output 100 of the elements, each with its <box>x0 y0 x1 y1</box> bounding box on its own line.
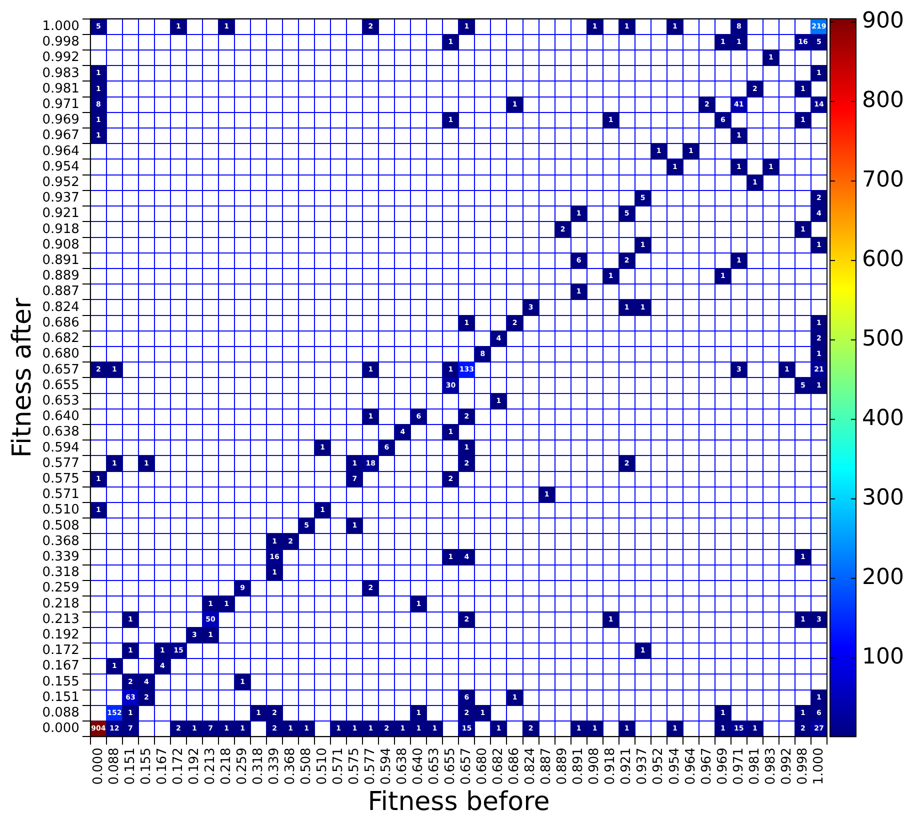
y-tick-label: 0.891 <box>42 253 80 268</box>
color-bar-label: 400 <box>862 406 904 432</box>
x-tick-label: 0.954 <box>667 748 682 785</box>
x-tick-label: 0.952 <box>651 748 666 785</box>
x-tick-label: 1.000 <box>811 748 826 785</box>
y-tick-label: 0.655 <box>42 378 80 393</box>
y-tick-label: 0.971 <box>42 96 80 112</box>
color-bar-label: 300 <box>862 486 904 511</box>
y-tick-label: 0.339 <box>42 550 80 565</box>
x-tick-label: 0.172 <box>170 748 186 785</box>
color-bar-label: 600 <box>862 247 904 272</box>
y-tick-label: 0.682 <box>42 331 80 346</box>
y-tick-label: 0.571 <box>42 487 80 502</box>
color-bar-label: 500 <box>862 326 904 352</box>
y-tick-label: 0.969 <box>42 112 80 128</box>
x-tick-label: 0.088 <box>106 748 122 785</box>
y-tick-label: 0.937 <box>42 190 80 206</box>
y-tick-label: 0.889 <box>42 268 80 284</box>
x-tick-label: 0.680 <box>475 748 490 785</box>
x-tick-label: 0.259 <box>234 748 250 785</box>
x-tick-label: 0.992 <box>779 748 794 785</box>
y-tick-label: 0.000 <box>42 721 80 736</box>
y-tick-label: 0.577 <box>42 456 80 471</box>
y-tick-label: 0.657 <box>42 362 80 378</box>
x-tick-label: 0.510 <box>314 748 330 785</box>
y-tick-label: 0.680 <box>42 346 80 362</box>
y-tick-label: 1.000 <box>42 18 80 34</box>
x-axis-title: Fitness before <box>368 787 550 818</box>
x-tick-label: 0.981 <box>747 748 762 785</box>
x-tick-label: 0.971 <box>731 748 746 785</box>
x-tick-label: 0.653 <box>427 748 442 785</box>
y-tick-label: 0.824 <box>42 300 80 315</box>
y-tick-label: 0.510 <box>42 502 80 518</box>
x-tick-label: 0.998 <box>795 748 810 785</box>
y-tick-label: 0.151 <box>42 690 80 705</box>
y-tick-label: 0.213 <box>42 612 80 627</box>
y-tick-label: 0.967 <box>42 128 80 144</box>
y-tick-label: 0.594 <box>42 440 80 456</box>
y-tick-label: 0.638 <box>42 424 80 440</box>
y-tick-label: 0.918 <box>42 222 80 237</box>
x-tick-label: 0.657 <box>459 748 474 785</box>
x-tick-label: 0.682 <box>491 748 506 785</box>
x-tick-label: 0.151 <box>122 748 138 785</box>
y-tick-label: 0.218 <box>42 596 80 612</box>
y-tick-label: 0.508 <box>42 518 80 534</box>
y-tick-label: 0.686 <box>42 315 80 330</box>
y-tick-label: 0.318 <box>42 565 80 580</box>
x-tick-label: 0.964 <box>683 748 698 785</box>
x-tick-label: 0.967 <box>699 748 714 785</box>
y-tick-label: 0.954 <box>42 159 80 174</box>
y-tick-label: 0.981 <box>42 81 80 96</box>
x-tick-label: 0.891 <box>571 748 586 785</box>
y-tick-label: 0.998 <box>42 34 80 50</box>
x-tick-label: 0.318 <box>250 748 266 785</box>
x-tick-label: 0.921 <box>619 748 634 785</box>
x-tick-label: 0.575 <box>347 748 362 785</box>
x-tick-label: 0.218 <box>218 748 234 785</box>
color-bar-label: 700 <box>862 168 904 193</box>
x-tick-label: 0.192 <box>186 748 202 785</box>
y-tick-label: 0.192 <box>42 628 80 643</box>
color-bar-label: 900 <box>862 8 904 34</box>
x-tick-label: 0.918 <box>603 748 618 785</box>
x-tick-label: 0.887 <box>539 748 554 785</box>
x-tick-label: 0.640 <box>411 748 426 785</box>
x-tick-label: 0.655 <box>443 748 458 785</box>
x-tick-label: 0.889 <box>555 748 570 785</box>
y-tick-label: 0.653 <box>42 393 80 408</box>
y-tick-label: 0.952 <box>42 175 80 190</box>
x-tick-label: 0.638 <box>395 748 410 785</box>
x-tick-label: 0.339 <box>266 748 282 785</box>
x-tick-label: 0.969 <box>715 748 730 785</box>
y-tick-label: 0.575 <box>42 471 80 486</box>
y-tick-label: 0.887 <box>42 284 80 300</box>
y-tick-label: 0.983 <box>42 66 80 81</box>
y-tick-label: 0.921 <box>42 206 80 222</box>
x-tick-label: 0.571 <box>330 748 346 785</box>
y-tick-label: 0.259 <box>42 580 80 596</box>
x-tick-label: 0.213 <box>202 748 218 785</box>
y-tick-label: 0.964 <box>42 144 80 159</box>
x-tick-label: 0.368 <box>282 748 298 785</box>
x-tick-label: 0.000 <box>90 748 106 785</box>
x-tick-label: 0.508 <box>298 748 314 785</box>
y-tick-label: 0.908 <box>42 237 80 252</box>
x-tick-label: 0.937 <box>635 748 650 785</box>
y-tick-label: 0.368 <box>42 534 80 549</box>
x-tick-label: 0.155 <box>138 748 154 785</box>
x-tick-label: 0.686 <box>507 748 522 785</box>
color-bar-label: 800 <box>862 88 904 114</box>
y-tick-label: 0.167 <box>42 658 80 674</box>
x-tick-label: 0.167 <box>154 748 170 785</box>
color-bar-label: 100 <box>862 644 904 670</box>
x-tick-label: 0.983 <box>763 748 778 785</box>
x-tick-label: 0.824 <box>523 748 538 785</box>
x-tick-label: 0.908 <box>587 748 602 785</box>
x-tick-label: 0.577 <box>363 748 378 785</box>
y-tick-label: 0.172 <box>42 643 80 658</box>
x-tick-label: 0.594 <box>379 748 394 785</box>
y-axis-title: Fitness after <box>7 297 38 458</box>
y-tick-label: 0.640 <box>42 409 80 424</box>
y-tick-label: 0.155 <box>42 674 80 690</box>
